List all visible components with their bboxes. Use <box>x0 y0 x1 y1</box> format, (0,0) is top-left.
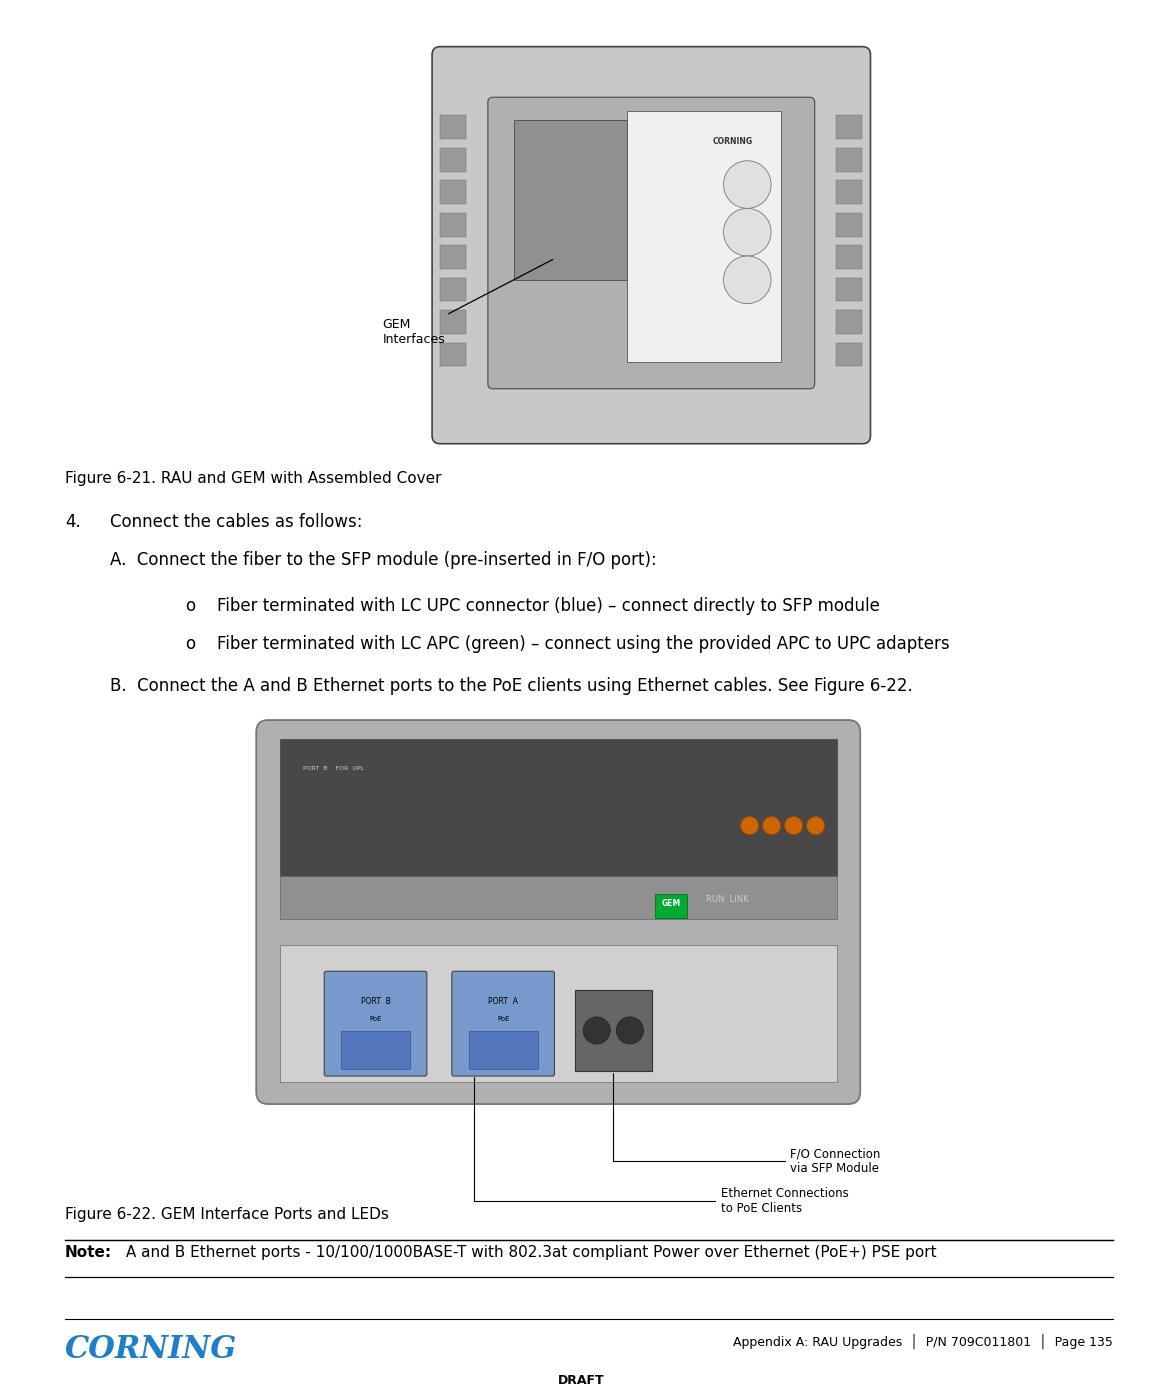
Circle shape <box>616 1016 643 1044</box>
Text: Figure 6-22. GEM Interface Ports and LEDs: Figure 6-22. GEM Interface Ports and LED… <box>65 1207 388 1223</box>
Bar <box>836 343 863 367</box>
Circle shape <box>723 160 771 208</box>
Circle shape <box>723 256 771 304</box>
Bar <box>440 343 466 367</box>
Bar <box>836 116 863 139</box>
Text: 4.: 4. <box>65 513 80 531</box>
Text: A.  Connect the fiber to the SFP module (pre-inserted in F/O port):: A. Connect the fiber to the SFP module (… <box>110 551 657 569</box>
Bar <box>440 213 466 237</box>
FancyBboxPatch shape <box>324 972 427 1076</box>
Text: PORT  B: PORT B <box>361 997 391 1006</box>
Text: DRAFT: DRAFT <box>558 1374 605 1387</box>
Text: PoE: PoE <box>497 1016 509 1022</box>
Bar <box>440 180 466 204</box>
Bar <box>440 309 466 335</box>
Text: PoE: PoE <box>370 1016 381 1022</box>
Circle shape <box>583 1016 611 1044</box>
Text: CORNING: CORNING <box>65 1334 237 1365</box>
Bar <box>440 277 466 301</box>
Text: PORT  A: PORT A <box>488 997 519 1006</box>
FancyBboxPatch shape <box>341 1030 411 1069</box>
Bar <box>836 148 863 171</box>
Text: GEM
Interfaces: GEM Interfaces <box>383 259 552 346</box>
Text: B.  Connect the A and B Ethernet ports to the PoE clients using Ethernet cables.: B. Connect the A and B Ethernet ports to… <box>110 677 913 696</box>
Bar <box>280 945 836 1082</box>
Text: o: o <box>185 636 195 652</box>
Text: A and B Ethernet ports - 10/100/1000BASE-T with 802.3at compliant Power over Eth: A and B Ethernet ports - 10/100/1000BASE… <box>121 1245 936 1260</box>
FancyBboxPatch shape <box>433 46 870 443</box>
Text: Fiber terminated with LC UPC connector (blue) – connect directly to SFP module: Fiber terminated with LC UPC connector (… <box>217 597 880 615</box>
Bar <box>514 120 627 280</box>
Text: Fiber terminated with LC APC (green) – connect using the provided APC to UPC ada: Fiber terminated with LC APC (green) – c… <box>217 636 950 652</box>
Text: CORNING: CORNING <box>713 137 752 146</box>
Bar <box>280 875 836 919</box>
Bar <box>836 309 863 335</box>
Text: PORT  B    FOR  UPL: PORT B FOR UPL <box>304 765 364 771</box>
Circle shape <box>785 817 802 835</box>
Text: F/O Connection
via SFP Module: F/O Connection via SFP Module <box>613 1073 880 1175</box>
Circle shape <box>807 817 825 835</box>
Bar <box>440 148 466 171</box>
FancyBboxPatch shape <box>655 894 687 917</box>
Text: Ethernet Connections
to PoE Clients: Ethernet Connections to PoE Clients <box>473 1076 848 1216</box>
Bar <box>280 739 836 875</box>
Bar <box>627 112 780 362</box>
Bar <box>836 213 863 237</box>
Bar <box>440 116 466 139</box>
Text: RUN  LINK: RUN LINK <box>706 895 749 905</box>
Bar <box>836 180 863 204</box>
FancyBboxPatch shape <box>575 990 652 1071</box>
Text: Note:: Note: <box>65 1245 112 1260</box>
Text: Figure 6-21. RAU and GEM with Assembled Cover: Figure 6-21. RAU and GEM with Assembled … <box>65 471 442 487</box>
FancyBboxPatch shape <box>256 721 861 1104</box>
Bar <box>836 245 863 269</box>
FancyBboxPatch shape <box>452 972 555 1076</box>
FancyBboxPatch shape <box>469 1030 537 1069</box>
Text: Connect the cables as follows:: Connect the cables as follows: <box>110 513 363 531</box>
Circle shape <box>723 208 771 256</box>
Circle shape <box>763 817 780 835</box>
FancyBboxPatch shape <box>488 98 814 389</box>
Bar <box>836 277 863 301</box>
Text: o: o <box>185 597 195 615</box>
Text: GEM: GEM <box>662 899 682 909</box>
Bar <box>440 245 466 269</box>
Text: Appendix A: RAU Upgrades  │  P/N 709C011801  │  Page 135: Appendix A: RAU Upgrades │ P/N 709C01180… <box>733 1334 1113 1349</box>
Circle shape <box>741 817 758 835</box>
